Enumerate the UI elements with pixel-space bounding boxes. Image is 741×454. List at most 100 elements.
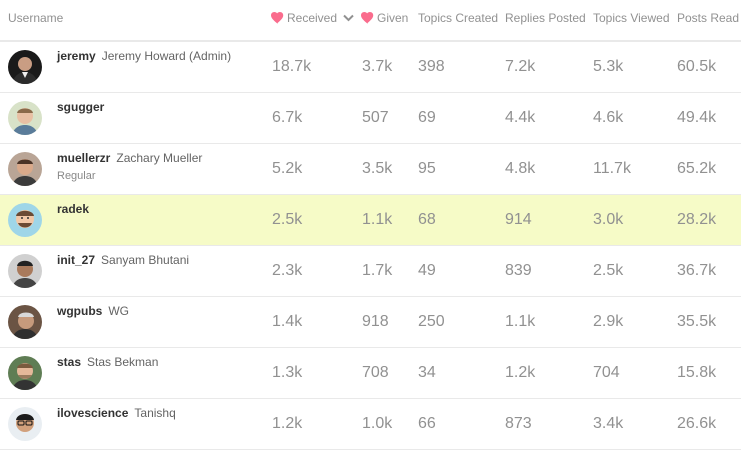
likes-given: 507 bbox=[362, 109, 389, 126]
posts-read: 60.5k bbox=[677, 58, 717, 75]
avatar[interactable] bbox=[8, 254, 42, 288]
table-row: muellerzr Zachary Mueller Regular 5.2k 3.… bbox=[0, 144, 741, 195]
username: radek bbox=[57, 202, 90, 216]
avatar[interactable] bbox=[8, 50, 42, 84]
topics-viewed: 11.7k bbox=[593, 160, 631, 177]
likes-received: 1.2k bbox=[272, 415, 303, 432]
replies-posted: 4.4k bbox=[505, 109, 536, 126]
username-link[interactable]: muellerzr Zachary Mueller bbox=[57, 151, 202, 165]
topics-viewed: 3.4k bbox=[593, 415, 624, 432]
column-header-label: Topics Created bbox=[418, 11, 499, 25]
likes-given: 3.7k bbox=[362, 58, 393, 75]
topics-created: 398 bbox=[418, 58, 445, 75]
heart-icon bbox=[271, 12, 284, 24]
username: ilovescience bbox=[57, 406, 129, 420]
username: stas bbox=[57, 355, 82, 369]
replies-posted: 873 bbox=[505, 415, 532, 432]
replies-posted: 1.2k bbox=[505, 364, 536, 381]
topics-created: 69 bbox=[418, 109, 436, 126]
likes-given: 918 bbox=[362, 313, 389, 330]
full-name: WG bbox=[108, 304, 129, 318]
full-name: Stas Bekman bbox=[87, 355, 159, 369]
chevron-down-icon bbox=[343, 14, 354, 22]
topics-created: 34 bbox=[418, 364, 436, 381]
topics-viewed: 704 bbox=[593, 364, 620, 381]
username: jeremy bbox=[57, 49, 96, 63]
topics-viewed: 5.3k bbox=[593, 58, 624, 75]
avatar[interactable] bbox=[8, 203, 42, 237]
column-header-received[interactable]: Received bbox=[271, 11, 354, 25]
posts-read: 26.6k bbox=[677, 415, 717, 432]
table-header: Username Received Given Topics Created R… bbox=[0, 0, 741, 42]
column-header-replies-posted[interactable]: Replies Posted bbox=[505, 11, 586, 25]
topics-viewed: 4.6k bbox=[593, 109, 624, 126]
replies-posted: 1.1k bbox=[505, 313, 536, 330]
replies-posted: 4.8k bbox=[505, 160, 536, 177]
avatar[interactable] bbox=[8, 407, 42, 441]
topics-created: 68 bbox=[418, 211, 436, 228]
likes-received: 18.7k bbox=[272, 58, 312, 75]
table-row: sgugger 6.7k 507 69 4.4k 4.6k 49.4k bbox=[0, 93, 741, 144]
username-link[interactable]: init_27 Sanyam Bhutani bbox=[57, 253, 189, 267]
posts-read: 15.8k bbox=[677, 364, 717, 381]
avatar[interactable] bbox=[8, 305, 42, 339]
table-row: init_27 Sanyam Bhutani 2.3k 1.7k 49 839 2… bbox=[0, 246, 741, 297]
column-header-label: Posts Read bbox=[677, 11, 740, 25]
column-header-posts-read[interactable]: Posts Read bbox=[677, 11, 739, 25]
avatar[interactable] bbox=[8, 152, 42, 186]
username: sgugger bbox=[57, 100, 105, 114]
likes-received: 2.5k bbox=[272, 211, 303, 228]
topics-created: 250 bbox=[418, 313, 445, 330]
username-link[interactable]: stas Stas Bekman bbox=[57, 355, 158, 369]
full-name: Zachary Mueller bbox=[116, 151, 203, 165]
column-header-given[interactable]: Given bbox=[361, 11, 408, 25]
replies-posted: 7.2k bbox=[505, 58, 536, 75]
topics-viewed: 2.9k bbox=[593, 313, 624, 330]
posts-read: 36.7k bbox=[677, 262, 717, 279]
posts-read: 35.5k bbox=[677, 313, 717, 330]
username-link[interactable]: jeremy Jeremy Howard (Admin) bbox=[57, 49, 231, 63]
likes-received: 1.3k bbox=[272, 364, 303, 381]
table-row: ilovescience Tanishq 1.2k 1.0k 66 873 3.4… bbox=[0, 399, 741, 450]
likes-given: 1.7k bbox=[362, 262, 393, 279]
column-header-label: Topics Viewed bbox=[593, 11, 670, 25]
likes-given: 708 bbox=[362, 364, 389, 381]
table-row-current-user: radek 2.5k 1.1k 68 914 3.0k 28.2k bbox=[0, 195, 741, 246]
column-header-label: Given bbox=[377, 11, 409, 25]
likes-given: 1.0k bbox=[362, 415, 393, 432]
full-name: Jeremy Howard (Admin) bbox=[101, 49, 232, 63]
avatar[interactable] bbox=[8, 356, 42, 390]
username-link[interactable]: radek bbox=[57, 202, 95, 216]
column-header-topics-viewed[interactable]: Topics Viewed bbox=[593, 11, 670, 25]
topics-viewed: 3.0k bbox=[593, 211, 624, 228]
table-row: stas Stas Bekman 1.3k 708 34 1.2k 704 15.… bbox=[0, 348, 741, 399]
username-link[interactable]: ilovescience Tanishq bbox=[57, 406, 176, 420]
avatar[interactable] bbox=[8, 101, 42, 135]
posts-read: 28.2k bbox=[677, 211, 717, 228]
column-header-username[interactable]: Username bbox=[8, 11, 63, 25]
table-row: jeremy Jeremy Howard (Admin) 18.7k 3.7k 3… bbox=[0, 42, 741, 93]
username: wgpubs bbox=[57, 304, 103, 318]
replies-posted: 914 bbox=[505, 211, 532, 228]
likes-given: 1.1k bbox=[362, 211, 393, 228]
posts-read: 65.2k bbox=[677, 160, 717, 177]
column-header-topics-created[interactable]: Topics Created bbox=[418, 11, 498, 25]
likes-received: 6.7k bbox=[272, 109, 303, 126]
heart-icon bbox=[361, 12, 374, 24]
likes-received: 1.4k bbox=[272, 313, 303, 330]
username-link[interactable]: sgugger bbox=[57, 100, 110, 114]
topics-viewed: 2.5k bbox=[593, 262, 624, 279]
topics-created: 95 bbox=[418, 160, 436, 177]
username: init_27 bbox=[57, 253, 96, 267]
replies-posted: 839 bbox=[505, 262, 532, 279]
posts-read: 49.4k bbox=[677, 109, 717, 126]
table-row: wgpubs WG 1.4k 918 250 1.1k 2.9k 35.5k bbox=[0, 297, 741, 348]
topics-created: 49 bbox=[418, 262, 436, 279]
column-header-label: Received bbox=[287, 11, 338, 25]
likes-received: 5.2k bbox=[272, 160, 303, 177]
column-header-label: Username bbox=[8, 11, 64, 25]
column-header-label: Replies Posted bbox=[505, 11, 586, 25]
username-link[interactable]: wgpubs WG bbox=[57, 304, 129, 318]
likes-given: 3.5k bbox=[362, 160, 393, 177]
